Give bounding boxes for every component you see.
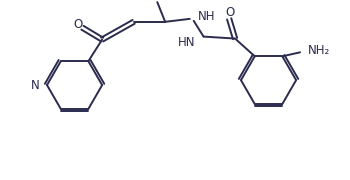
Text: HN: HN — [178, 36, 196, 49]
Text: N: N — [32, 79, 40, 92]
Text: NH: NH — [198, 10, 215, 23]
Text: O: O — [73, 18, 82, 31]
Text: NH₂: NH₂ — [308, 44, 330, 57]
Text: O: O — [225, 6, 235, 19]
